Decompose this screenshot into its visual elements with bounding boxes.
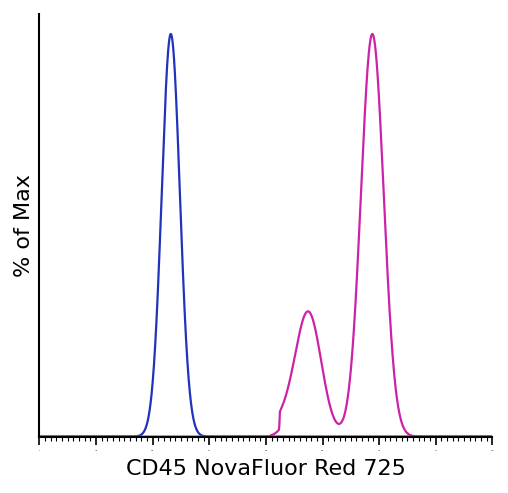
X-axis label: CD45 NovaFluor Red 725: CD45 NovaFluor Red 725 <box>126 459 406 479</box>
Y-axis label: % of Max: % of Max <box>14 174 34 277</box>
